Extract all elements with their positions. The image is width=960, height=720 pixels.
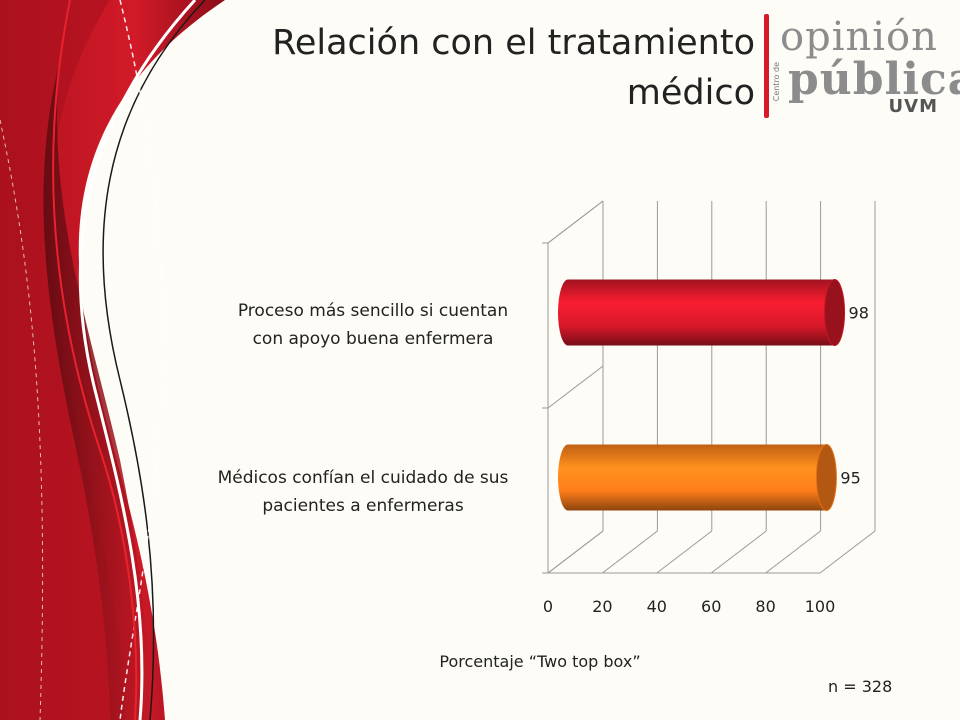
- brand-logo: opinión Centro de pública UVM: [772, 14, 960, 119]
- category-label-2-line-1: Médicos confían el cuidado de sus: [217, 468, 509, 488]
- x-tick-label: 20: [592, 597, 612, 616]
- data-label-1: 98: [849, 304, 869, 323]
- category-label-2-line-2: pacientes a enfermeras: [262, 496, 464, 516]
- floor-gridline: [602, 530, 658, 574]
- title-line-1: Relación con el tratamiento: [272, 23, 755, 63]
- floor-gridline: [547, 530, 604, 574]
- logo-divider: [764, 14, 769, 118]
- x-tick-label: 40: [647, 597, 667, 616]
- bar-1: [558, 279, 846, 346]
- x-tick-label: 0: [543, 597, 553, 616]
- depth-line: [547, 200, 604, 244]
- floor-gridline: [710, 530, 767, 574]
- category-label-1-line-1: Proceso más sencillo si cuentan: [237, 301, 509, 321]
- x-tick-label: 100: [805, 597, 836, 616]
- category-label-1: Proceso más sencillo si cuentan con apoy…: [203, 297, 543, 353]
- category-label-1-line-2: con apoyo buena enfermera: [252, 329, 494, 349]
- bar-2: [558, 444, 837, 511]
- bar-body: [558, 279, 845, 346]
- sample-size-note: n = 328: [828, 677, 893, 696]
- x-axis-label: Porcentaje “Two top box”: [439, 652, 641, 671]
- x-tick-label: 80: [755, 597, 775, 616]
- floor-gridline: [819, 530, 876, 574]
- bar-body: [558, 444, 837, 511]
- slide-title: Relación con el tratamiento médico: [272, 18, 755, 118]
- bar-end-cap: [824, 279, 846, 346]
- depth-line: [547, 365, 604, 409]
- logo-word-publica: pública: [788, 54, 960, 105]
- title-line-2: médico: [626, 73, 755, 113]
- floor-gridline: [765, 530, 821, 574]
- logo-uvm: UVM: [888, 96, 938, 117]
- data-label-2: 95: [840, 469, 860, 488]
- x-tick-label: 60: [701, 597, 721, 616]
- logo-word-opinion: opinión: [780, 14, 938, 60]
- floor-gridline: [656, 530, 713, 574]
- category-label-2: Médicos confían el cuidado de sus pacien…: [193, 464, 533, 520]
- bar-end-cap: [815, 444, 837, 511]
